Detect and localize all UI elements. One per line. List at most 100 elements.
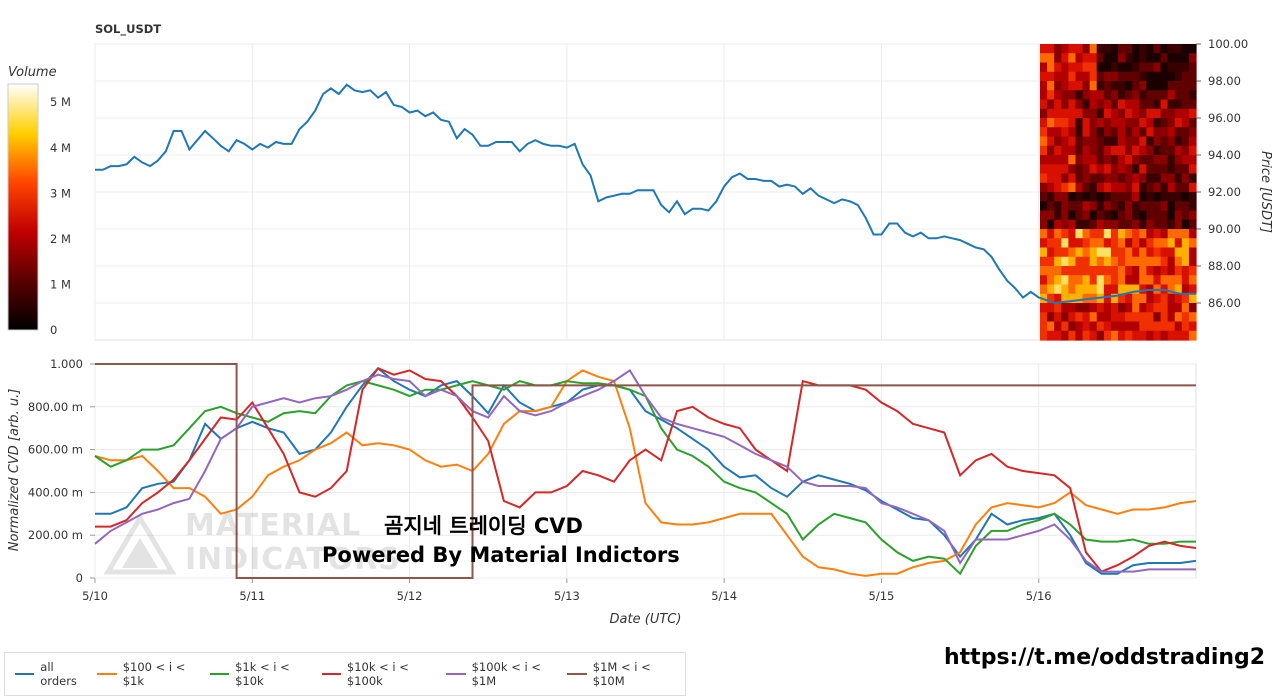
x-tick-label: 5/14 — [711, 589, 737, 603]
heatmap-cell — [1096, 71, 1105, 82]
heatmap-cell — [1118, 62, 1126, 73]
heatmap-cell — [1068, 155, 1077, 165]
heatmap-cell — [1160, 108, 1169, 119]
heatmap-cell — [1125, 201, 1133, 212]
legend-item[interactable]: $10k < i < $100k — [321, 660, 437, 688]
heatmap-cell — [1103, 44, 1112, 54]
heatmap-cell — [1047, 321, 1055, 332]
heatmap-cell — [1160, 229, 1169, 239]
heatmap-cell — [1160, 71, 1169, 82]
heatmap-cell — [1089, 229, 1098, 239]
heatmap-cell — [1167, 90, 1176, 101]
x-tick-label: 5/12 — [397, 589, 423, 603]
cvd-series-line — [95, 366, 1197, 575]
heatmap-cell — [1167, 275, 1176, 286]
heatmap-cell — [1089, 145, 1098, 156]
heatmap-cell — [1110, 210, 1119, 221]
heatmap-cell — [1110, 192, 1119, 202]
heatmap-cell — [1132, 284, 1140, 295]
heatmap-cell — [1188, 247, 1197, 258]
heatmap-cell — [1068, 71, 1077, 82]
legend-item[interactable]: $1k < i < $10k — [209, 660, 312, 688]
heatmap-cell — [1167, 108, 1176, 119]
heatmap-cell — [1096, 136, 1105, 147]
heatmap-cell — [1167, 201, 1176, 212]
heatmap-cell — [1068, 293, 1077, 304]
heatmap-cell — [1054, 81, 1062, 91]
heatmap-cell — [1153, 293, 1162, 304]
heatmap-cell — [1096, 145, 1105, 156]
heatmap-cell — [1096, 53, 1105, 64]
heatmap-cell — [1132, 275, 1140, 286]
legend-label: $1M < i < $10M — [592, 660, 651, 688]
heatmap-cell — [1047, 256, 1055, 267]
heatmap-cell — [1054, 44, 1062, 54]
cvd-y-tick-label: 0 — [76, 571, 83, 585]
heatmap-cell — [1096, 247, 1105, 258]
heatmap-cell — [1089, 44, 1098, 54]
heatmap-cell — [1082, 136, 1091, 147]
heatmap-cell — [1054, 90, 1062, 101]
legend-item[interactable]: $100k < i < $1M — [446, 660, 557, 688]
heatmap-cell — [1132, 293, 1140, 304]
heatmap-cell — [1040, 266, 1048, 276]
heatmap-cell — [1146, 247, 1155, 258]
telegram-link[interactable]: https://t.me/oddstrading2 — [944, 645, 1266, 670]
heatmap-cell — [1061, 182, 1069, 193]
heatmap-cell — [1139, 284, 1147, 295]
colorbar-tick-label: 0 — [50, 323, 57, 337]
legend-item[interactable]: $1M < i < $10M — [567, 660, 675, 688]
heatmap-cell — [1132, 71, 1140, 82]
heatmap-cell — [1132, 210, 1140, 221]
heatmap-cell — [1096, 201, 1105, 212]
heatmap-cell — [1167, 229, 1176, 239]
heatmap-cell — [1061, 219, 1069, 230]
heatmap-cell — [1103, 62, 1112, 73]
heatmap-cell — [1110, 330, 1119, 341]
heatmap-cell — [1188, 303, 1197, 313]
heatmap-cell — [1103, 247, 1112, 258]
heatmap-cell — [1160, 247, 1169, 258]
heatmap-cell — [1188, 293, 1197, 304]
heatmap-cell — [1118, 136, 1126, 147]
heatmap-cell — [1103, 145, 1112, 156]
heatmap-cell — [1089, 155, 1098, 165]
heatmap-cell — [1075, 81, 1084, 91]
heatmap-cell — [1160, 201, 1169, 212]
heatmap-cell — [1068, 266, 1077, 276]
heatmap-cell — [1068, 118, 1077, 128]
heatmap-cell — [1167, 312, 1176, 323]
heatmap-cell — [1146, 303, 1155, 313]
heatmap-cell — [1061, 303, 1069, 313]
heatmap-cell — [1075, 266, 1084, 276]
heatmap-cell — [1047, 127, 1055, 138]
heatmap-cell — [1153, 275, 1162, 286]
heatmap-cell — [1125, 173, 1133, 184]
heatmap-cell — [1054, 155, 1062, 165]
heatmap-cell — [1089, 284, 1098, 295]
heatmap-cell — [1068, 164, 1077, 175]
heatmap-cell — [1054, 293, 1062, 304]
heatmap-cell — [1103, 155, 1112, 165]
heatmap-cell — [1110, 293, 1119, 304]
heatmap-cell — [1054, 210, 1062, 221]
legend-label: all orders — [40, 660, 77, 688]
heatmap-cell — [1139, 321, 1147, 332]
heatmap-cell — [1096, 118, 1105, 128]
heatmap-cell — [1103, 81, 1112, 91]
heatmap-cell — [1181, 145, 1190, 156]
heatmap-cell — [1054, 201, 1062, 212]
heatmap-cell — [1075, 62, 1084, 73]
heatmap-cell — [1167, 81, 1176, 91]
heatmap-cell — [1181, 99, 1190, 110]
heatmap-cell — [1160, 136, 1169, 147]
heatmap-cell — [1146, 229, 1155, 239]
heatmap-cell — [1139, 108, 1147, 119]
heatmap-cell — [1040, 136, 1048, 147]
heatmap-cell — [1110, 81, 1119, 91]
legend-item[interactable]: $100 < i < $1k — [97, 660, 199, 688]
heatmap-cell — [1096, 127, 1105, 138]
heatmap-cell — [1110, 99, 1119, 110]
heatmap-cell — [1054, 312, 1062, 323]
legend-item[interactable]: all orders — [15, 660, 87, 688]
